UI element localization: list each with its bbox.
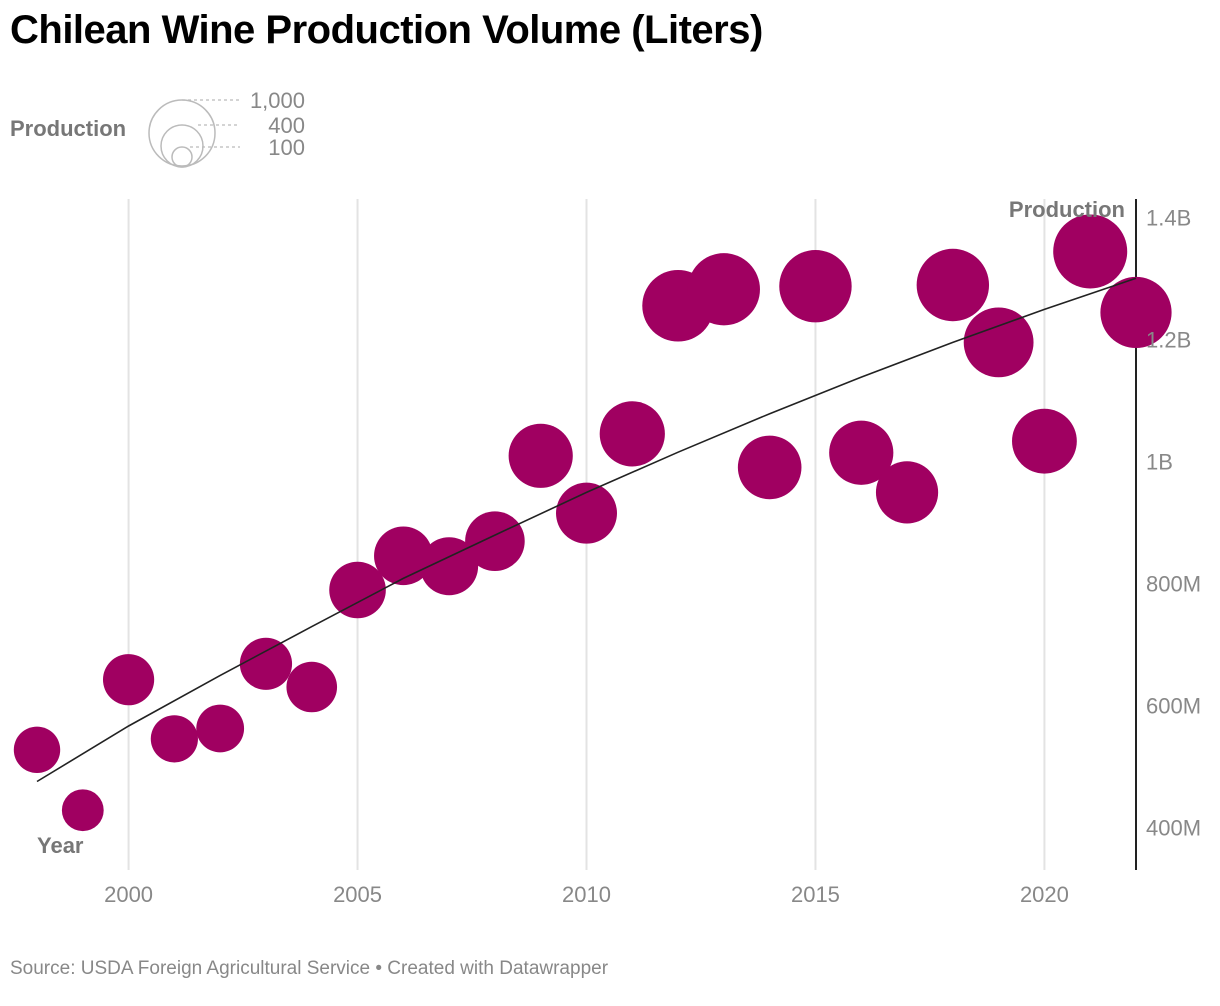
- x-tick-label: 2005: [333, 882, 382, 907]
- x-tick-label: 2015: [791, 882, 840, 907]
- legend-circle-small: [171, 146, 193, 168]
- y-tick-label: 800M: [1146, 571, 1201, 596]
- y-axis-title: Production: [1009, 197, 1125, 222]
- bubble: [239, 637, 293, 690]
- y-tick-label: 1.4B: [1146, 205, 1191, 230]
- legend-size-medium: 400: [268, 113, 305, 138]
- bubble: [687, 253, 760, 326]
- x-tick-label: 2020: [1020, 882, 1069, 907]
- x-axis-ticks: 2000 2005 2010 2015 2020: [104, 882, 1069, 907]
- size-legend: Production 1,000 400 100: [10, 88, 305, 168]
- legend-title: Production: [10, 116, 126, 141]
- bubble: [829, 420, 894, 485]
- bubble: [1053, 214, 1128, 289]
- bubble: [508, 423, 573, 488]
- x-tick-label: 2010: [562, 882, 611, 907]
- bubble: [599, 401, 665, 467]
- bubble: [329, 561, 386, 619]
- legend-size-large: 1,000: [250, 88, 305, 113]
- bubble: [916, 248, 990, 322]
- bubble: [374, 526, 433, 586]
- bubble: [963, 307, 1034, 378]
- legend-circle-medium: [160, 124, 204, 168]
- trend-line: [36, 277, 1137, 783]
- bubble: [13, 726, 61, 774]
- legend-size-small: 100: [268, 135, 305, 160]
- bubble: [779, 250, 852, 323]
- bubble: [875, 461, 939, 524]
- x-axis-title: Year: [37, 833, 84, 858]
- bubble: [465, 511, 525, 572]
- bubble: [1100, 276, 1172, 349]
- x-tick-label: 2000: [104, 882, 153, 907]
- bubble: [286, 661, 338, 713]
- bubble: [61, 789, 104, 832]
- chart-title: Chilean Wine Production Volume (Liters): [10, 8, 763, 52]
- bubble: [556, 482, 617, 544]
- legend-circle-large: [148, 99, 216, 167]
- bubble: [196, 704, 245, 753]
- bubble: [737, 435, 802, 500]
- bubbles: [13, 214, 1172, 832]
- y-tick-label: 600M: [1146, 693, 1201, 718]
- source-footer: Source: USDA Foreign Agricultural Servic…: [10, 958, 609, 979]
- bubble: [150, 715, 198, 763]
- bubble: [420, 537, 479, 596]
- y-tick-label: 400M: [1146, 815, 1201, 840]
- y-tick-label: 1.2B: [1146, 327, 1191, 352]
- y-tick-label: 1B: [1146, 449, 1173, 474]
- bubble: [102, 654, 155, 706]
- bubble: [1012, 408, 1077, 474]
- y-axis-ticks: 400M 600M 800M 1B 1.2B 1.4B: [1146, 205, 1201, 840]
